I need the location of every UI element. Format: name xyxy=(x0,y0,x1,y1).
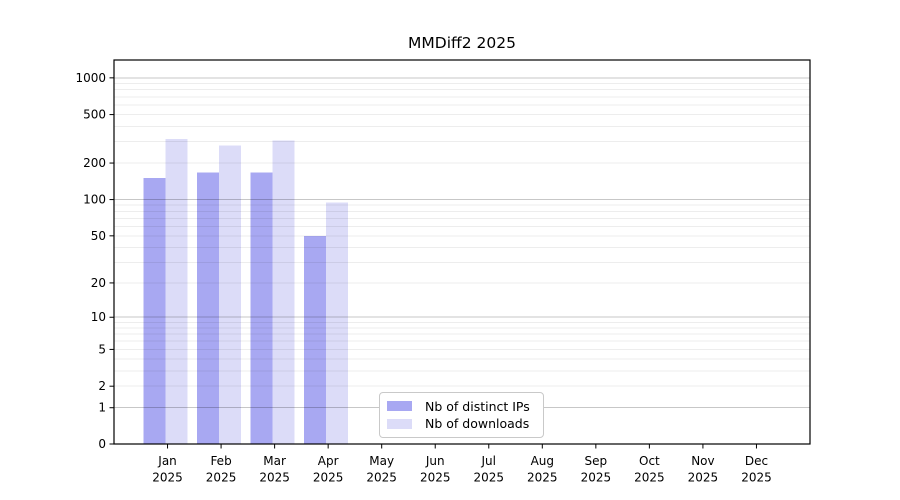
y-tick-label-100: 100 xyxy=(83,193,106,207)
x-tick-label-year-jan: 2025 xyxy=(152,471,183,485)
bar-downloads-feb xyxy=(219,145,242,444)
x-tick-label-month-dec: Dec xyxy=(745,454,768,468)
x-tick-label-year-may: 2025 xyxy=(366,471,397,485)
x-tick-label-year-jun: 2025 xyxy=(420,471,451,485)
y-tick-label-1000: 1000 xyxy=(75,71,106,85)
x-tick-label-year-apr: 2025 xyxy=(313,471,344,485)
bar-distinct-ips-mar xyxy=(250,172,273,444)
y-tick-label-1: 1 xyxy=(98,401,106,415)
y-tick-label-5: 5 xyxy=(98,342,106,356)
y-tick-label-10: 10 xyxy=(91,310,106,324)
plot-border xyxy=(113,59,811,445)
bar-downloads-mar xyxy=(272,140,295,444)
x-tick-label-year-aug: 2025 xyxy=(527,471,558,485)
x-tick-label-month-jun: Jun xyxy=(425,454,445,468)
x-tick-label-month-apr: Apr xyxy=(318,454,339,468)
x-tick-label-year-nov: 2025 xyxy=(688,471,719,485)
x-tick-label-year-jul: 2025 xyxy=(473,471,504,485)
x-tick-label-month-sep: Sep xyxy=(585,454,608,468)
x-tick-label-month-aug: Aug xyxy=(531,454,554,468)
legend-label-downloads: Nb of downloads xyxy=(425,416,530,432)
chart-title: MMDiff2 2025 xyxy=(408,34,516,52)
x-tick-label-month-jan: Jan xyxy=(157,454,177,468)
y-tick-label-20: 20 xyxy=(91,276,106,290)
y-tick-label-2: 2 xyxy=(98,379,106,393)
x-tick-label-year-dec: 2025 xyxy=(741,471,772,485)
x-tick-label-year-oct: 2025 xyxy=(634,471,665,485)
y-tick-label-50: 50 xyxy=(91,229,106,243)
bar-distinct-ips-apr xyxy=(304,235,327,444)
bar-distinct-ips-feb xyxy=(197,172,220,444)
bar-downloads-jan xyxy=(165,139,188,444)
bar-distinct-ips-jan xyxy=(143,178,166,444)
legend-item-downloads: Nb of downloads xyxy=(387,416,537,431)
x-tick-label-month-feb: Feb xyxy=(210,454,231,468)
y-tick-label-500: 500 xyxy=(83,108,106,122)
y-tick-label-200: 200 xyxy=(83,156,106,170)
y-tick-label-0: 0 xyxy=(98,437,106,451)
x-tick-label-month-mar: Mar xyxy=(263,454,286,468)
x-tick-label-year-sep: 2025 xyxy=(581,471,612,485)
x-tick-label-year-mar: 2025 xyxy=(259,471,290,485)
x-tick-label-year-feb: 2025 xyxy=(206,471,237,485)
x-tick-label-month-jul: Jul xyxy=(481,454,496,468)
legend-label-distinct-ips: Nb of distinct IPs xyxy=(425,398,530,414)
legend-swatch-distinct-ips xyxy=(387,401,412,412)
x-tick-label-month-oct: Oct xyxy=(639,454,660,468)
x-tick-label-month-nov: Nov xyxy=(691,454,714,468)
x-tick-label-month-may: May xyxy=(369,454,394,468)
bar-downloads-apr xyxy=(326,202,349,444)
chart-legend: Nb of distinct IPs Nb of downloads xyxy=(379,392,544,438)
legend-swatch-downloads xyxy=(387,418,412,429)
legend-item-distinct-ips: Nb of distinct IPs xyxy=(387,399,537,414)
